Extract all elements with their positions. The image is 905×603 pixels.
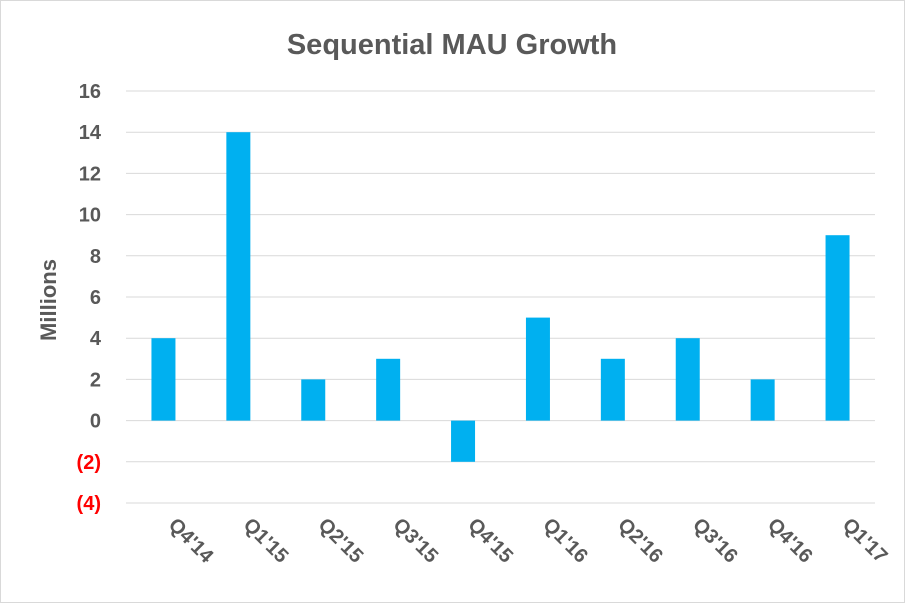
y-tick-label: 10 [79,205,101,227]
bar [151,338,176,421]
y-tick-labels: 16 14 12 10 8 6 4 2 0 (2) (4) [77,81,102,515]
x-tick-label: Q1'15 [239,514,293,568]
y-tick-label: 0 [90,411,101,433]
x-tick-label: Q2'16 [613,514,667,568]
y-tick-label: 4 [90,328,102,350]
y-tick-label: 2 [90,369,101,391]
y-axis-label: Millions [36,259,61,341]
bar [376,358,401,421]
y-tick-label: 16 [79,81,101,103]
bar-layer [151,132,850,462]
bar [525,317,550,421]
x-tick-label: Q1'17 [838,514,892,568]
chart-title: Sequential MAU Growth [287,29,617,61]
bar [600,358,625,421]
x-tick-label: Q4'16 [763,514,817,568]
grid-layer [126,90,875,504]
x-tick-label: Q3'15 [389,514,443,568]
bar [675,338,700,421]
y-tick-label: (2) [77,452,101,474]
x-tick-label: Q4'15 [464,514,518,568]
y-tick-label: (4) [77,493,101,515]
bar [825,235,850,421]
x-tick-label: Q3'16 [688,514,742,568]
y-tick-label: 12 [79,163,101,185]
bar [451,420,476,462]
bar [226,132,251,421]
y-tick-label: 14 [79,122,102,144]
y-tick-label: 8 [90,246,101,268]
x-tick-labels: Q4'14 Q1'15 Q2'15 Q3'15 Q4'15 Q1'16 Q2'16 Q3'16… [164,514,892,568]
x-tick-label: Q4'14 [164,514,218,568]
x-tick-label: Q2'15 [314,514,368,568]
bar [750,379,775,421]
y-tick-label: 6 [90,287,101,309]
bar [301,379,326,421]
x-tick-label: Q1'16 [538,514,592,568]
